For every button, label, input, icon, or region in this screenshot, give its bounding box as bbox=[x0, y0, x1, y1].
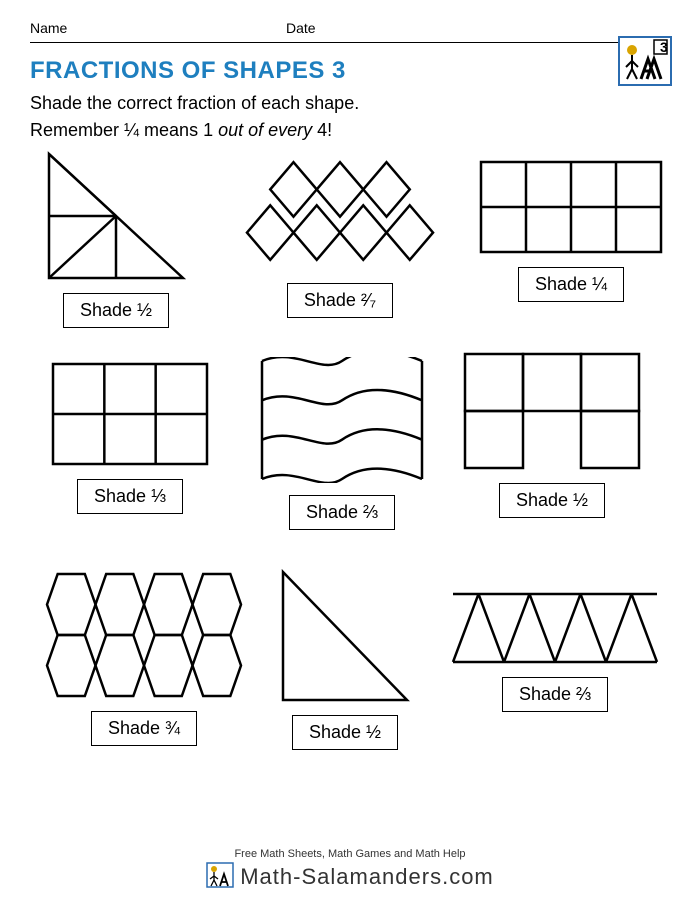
caption: Shade ½ bbox=[292, 715, 398, 750]
shape-bigtri bbox=[280, 569, 410, 703]
shape-tristrip6 bbox=[450, 591, 660, 665]
problem-p9: Shade ⅔ bbox=[450, 591, 660, 712]
caption: Shade ½ bbox=[63, 293, 169, 328]
problem-p7: Shade ¾ bbox=[44, 571, 244, 746]
footer: Free Math Sheets, Math Games and Math He… bbox=[0, 848, 700, 894]
page-title: FRACTIONS OF SHAPES 3 bbox=[30, 57, 670, 85]
caption: Shade ½ bbox=[499, 483, 605, 518]
problem-p8: Shade ½ bbox=[280, 569, 410, 750]
header-fields: Name Date bbox=[30, 20, 670, 43]
caption: Shade ⅔ bbox=[289, 495, 395, 530]
date-label: Date bbox=[286, 20, 542, 36]
problem-p5: Shade ⅔ bbox=[258, 357, 426, 530]
problem-p1: Shade ½ bbox=[46, 151, 186, 328]
shape-triangle4 bbox=[46, 151, 186, 281]
caption: Shade ¾ bbox=[91, 711, 197, 746]
shape-wave3 bbox=[258, 357, 426, 483]
shape-diamonds7 bbox=[240, 151, 440, 271]
grade-badge: 3 bbox=[618, 36, 672, 86]
footer-logo-icon bbox=[206, 862, 234, 894]
shape-svg bbox=[280, 569, 410, 703]
caption: Shade ²⁄₇ bbox=[287, 283, 393, 318]
problem-p3: Shade ¼ bbox=[478, 159, 664, 302]
caption: Shade ⅔ bbox=[502, 677, 608, 712]
shape-Lshape6 bbox=[462, 351, 642, 471]
shape-svg bbox=[46, 151, 186, 281]
shape-rect2x4 bbox=[478, 159, 664, 255]
shape-svg bbox=[450, 591, 660, 665]
shape-svg bbox=[478, 159, 664, 255]
problem-p4: Shade ⅓ bbox=[50, 361, 210, 514]
problem-p2: Shade ²⁄₇ bbox=[240, 151, 440, 318]
footer-site: Math-Salamanders.com bbox=[0, 862, 700, 894]
shape-svg bbox=[50, 361, 210, 467]
shape-rect2x3 bbox=[50, 361, 210, 467]
problems-grid: Shade ½ Shade ²⁄₇ Shade ¼ Shade ⅓ Shade ⅔ Sha… bbox=[30, 151, 670, 771]
caption: Shade ⅓ bbox=[77, 479, 183, 514]
instruction-2: Remember ¼ means 1 out of every 4! bbox=[30, 120, 670, 141]
shape-svg bbox=[258, 357, 426, 483]
shape-svg bbox=[240, 151, 440, 271]
shape-svg bbox=[462, 351, 642, 471]
name-label: Name bbox=[30, 20, 286, 36]
shape-hexrow4x2 bbox=[44, 571, 244, 699]
footer-tagline: Free Math Sheets, Math Games and Math He… bbox=[0, 848, 700, 860]
caption: Shade ¼ bbox=[518, 267, 624, 302]
shape-svg bbox=[44, 571, 244, 699]
instruction-1: Shade the correct fraction of each shape… bbox=[30, 93, 670, 114]
problem-p6: Shade ½ bbox=[462, 351, 642, 518]
